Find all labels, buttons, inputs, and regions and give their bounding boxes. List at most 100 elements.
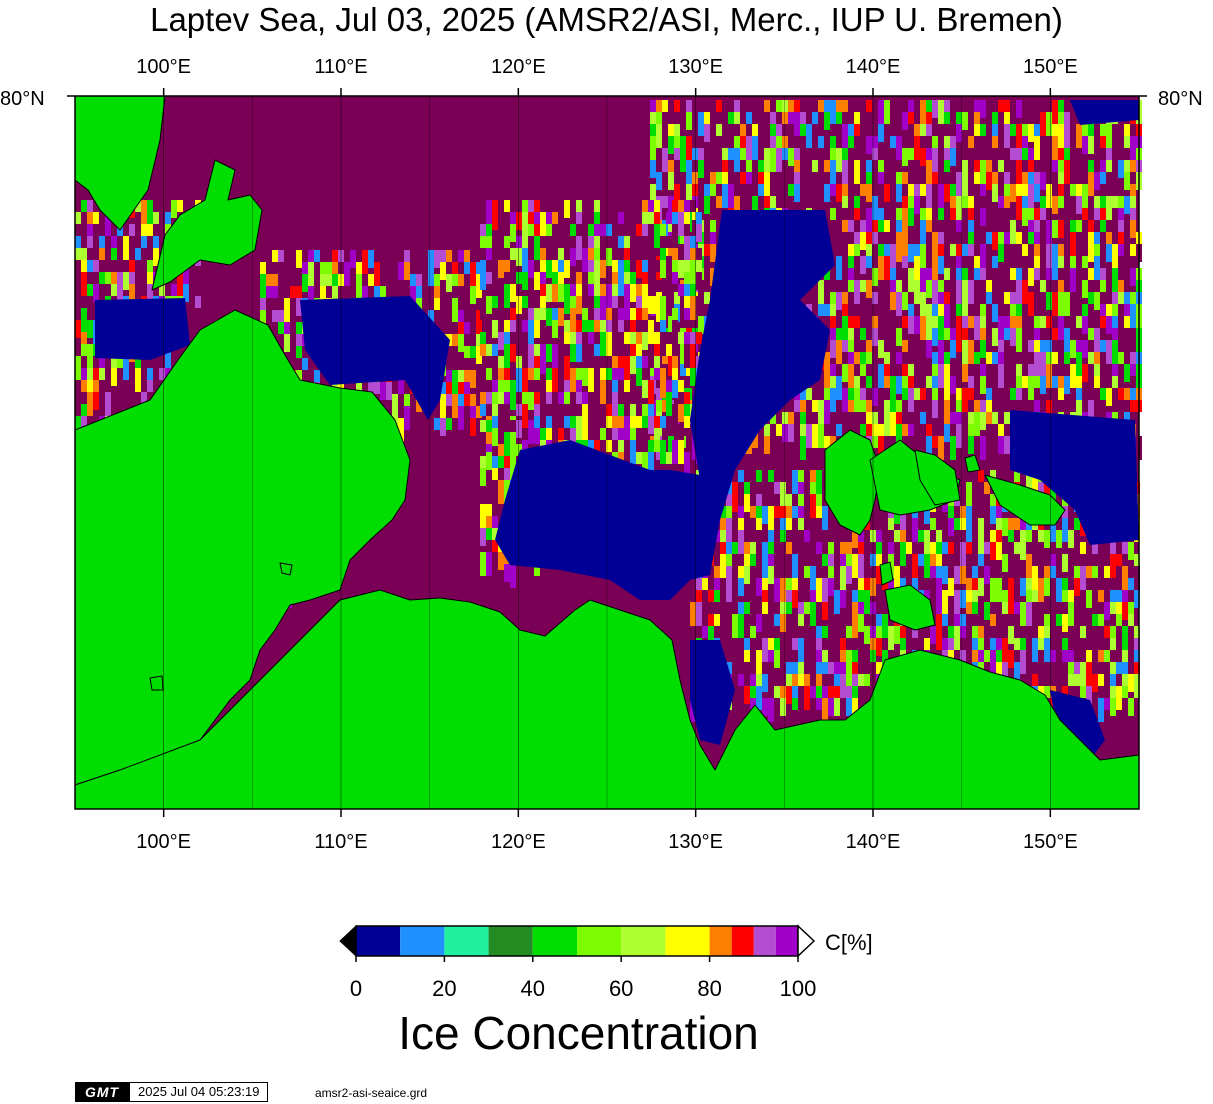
ice-cell	[990, 578, 996, 596]
ice-cell	[938, 292, 944, 310]
ice-cell	[624, 248, 630, 260]
ice-cell	[830, 304, 836, 322]
ice-cell	[950, 340, 956, 358]
ice-cell	[804, 542, 810, 566]
ice-cell	[828, 554, 834, 566]
ice-cell	[752, 124, 758, 136]
ice-cell	[1134, 674, 1140, 698]
ice-cell	[830, 160, 836, 184]
ice-cell	[1076, 352, 1082, 376]
ice-cell	[656, 400, 662, 412]
ice-cell	[266, 274, 272, 292]
ice-cell	[932, 220, 938, 232]
ice-cell	[606, 212, 612, 224]
ice-cell	[998, 424, 1004, 442]
ice-cell	[576, 236, 582, 248]
ice-cell	[504, 260, 510, 272]
ice-cell	[446, 274, 452, 292]
ice-cell	[618, 260, 624, 272]
ice-cell	[980, 328, 986, 340]
ice-cell	[564, 332, 570, 344]
ice-cell	[564, 380, 570, 398]
ice-cell	[528, 260, 534, 278]
ice-cell	[758, 172, 764, 190]
open-water-lena-north	[690, 210, 835, 480]
ice-cell	[942, 602, 948, 620]
colorbar-swatch	[488, 926, 533, 956]
ice-cell	[974, 112, 980, 124]
ice-cell	[165, 212, 171, 224]
ice-cell	[866, 340, 872, 358]
ice-cell	[1056, 494, 1062, 506]
ice-cell	[1044, 530, 1050, 548]
ice-cell	[1046, 112, 1052, 136]
ice-cell	[962, 232, 968, 250]
ice-cell	[860, 184, 866, 196]
ice-cell	[914, 124, 920, 136]
ice-cell	[968, 436, 974, 454]
ice-cell	[1008, 626, 1014, 644]
bolshevik-island	[151, 159, 263, 291]
ice-cell	[980, 256, 986, 274]
ice-cell	[1046, 352, 1052, 370]
ice-cell	[686, 136, 692, 160]
ice-cell	[884, 184, 890, 202]
ice-cell	[594, 440, 600, 458]
ice-cell	[1058, 292, 1064, 316]
open-water-central	[495, 440, 735, 600]
ice-cell	[648, 404, 654, 422]
ice-cell	[924, 638, 930, 650]
ice-cell	[780, 518, 786, 530]
ice-cell	[1010, 136, 1016, 148]
ice-cell	[762, 674, 768, 692]
ice-cell	[1022, 136, 1028, 148]
ice-cell	[902, 136, 908, 154]
ice-cell	[522, 404, 528, 428]
ice-cell	[332, 274, 338, 286]
ice-cell	[776, 172, 782, 190]
ice-cell	[798, 518, 804, 530]
ice-cell	[141, 200, 147, 224]
ice-cell	[654, 212, 660, 224]
ice-cell	[654, 356, 660, 368]
ice-cell	[600, 440, 606, 458]
ice-cell	[768, 494, 774, 512]
ice-cell	[650, 184, 656, 208]
ice-cell	[890, 292, 896, 310]
ice-cell	[936, 578, 942, 590]
ice-cell	[642, 380, 648, 398]
ice-cell	[764, 172, 770, 196]
ice-cell	[492, 380, 498, 392]
ice-cell	[1112, 328, 1118, 340]
ice-cell	[1112, 376, 1118, 388]
ice-cell	[918, 626, 924, 650]
ice-cell	[956, 316, 962, 340]
ice-cell	[1134, 638, 1140, 650]
ice-cell	[716, 172, 722, 184]
ice-cell	[956, 124, 962, 142]
ice-cell	[768, 566, 774, 584]
ice-cell	[111, 272, 117, 290]
ice-cell	[582, 404, 588, 428]
ice-cell	[600, 224, 606, 236]
ice-cell	[540, 380, 546, 398]
ice-cell	[786, 554, 792, 572]
ice-cell	[876, 554, 882, 572]
ice-cell	[552, 284, 558, 302]
ice-cell	[938, 436, 944, 460]
ice-cell	[810, 686, 816, 698]
ice-cell	[842, 400, 848, 412]
ice-cell	[660, 332, 666, 356]
ice-cell	[1022, 280, 1028, 304]
ice-cell	[932, 148, 938, 172]
ice-cell	[486, 432, 492, 444]
ice-cell	[980, 244, 986, 262]
ice-cell	[648, 260, 654, 284]
ice-cell	[812, 400, 818, 412]
ice-cell	[998, 196, 1004, 208]
ice-cell	[798, 638, 804, 662]
ice-cell	[876, 638, 882, 656]
ice-cell	[486, 344, 492, 356]
ice-cell	[918, 566, 924, 590]
ice-cell	[576, 392, 582, 404]
